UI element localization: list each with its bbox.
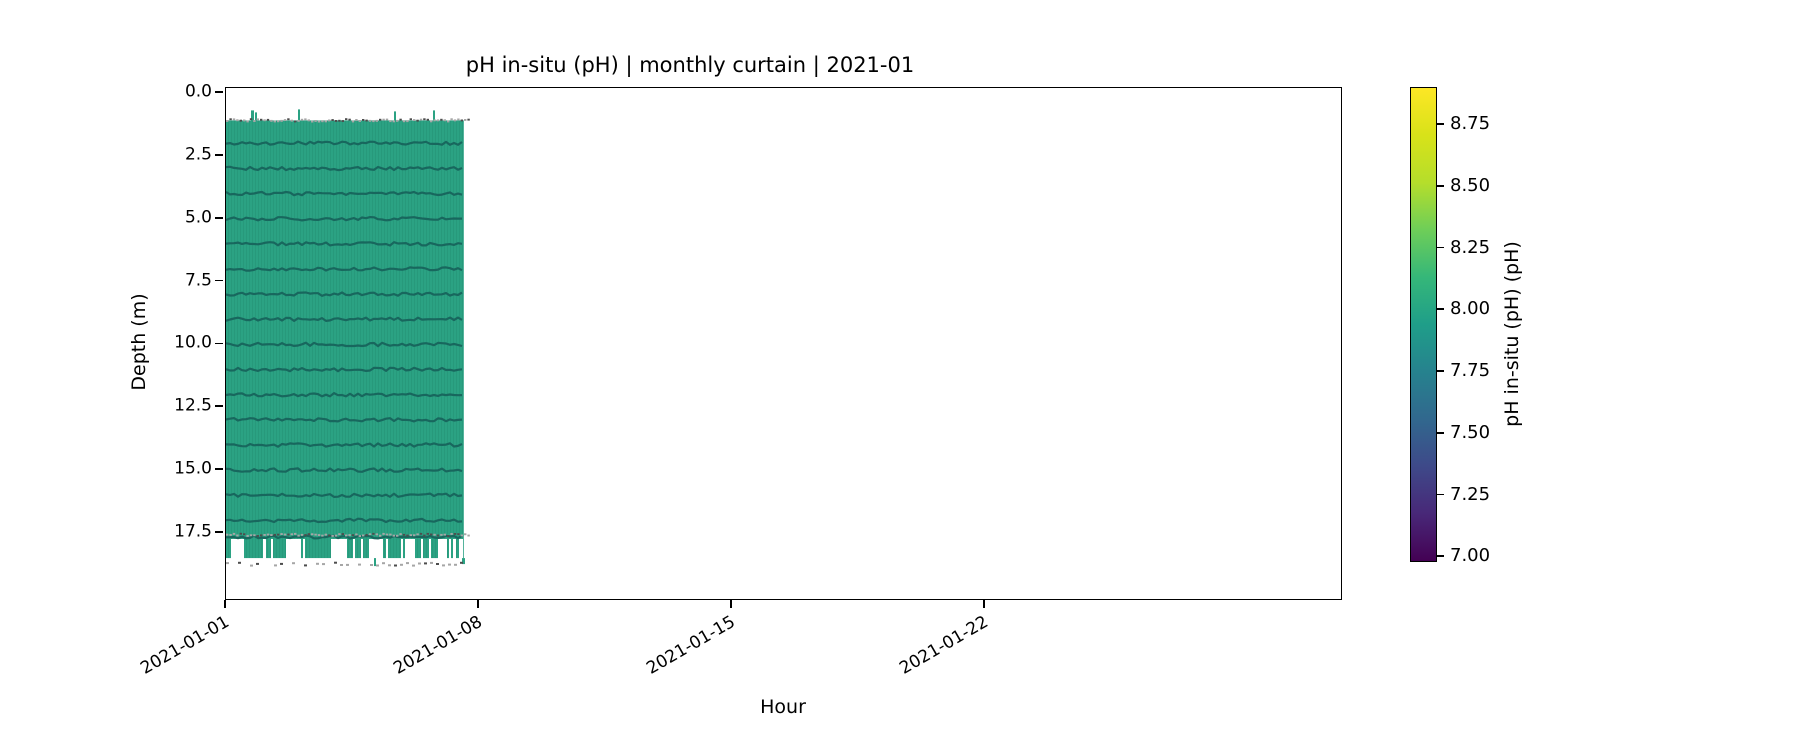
colorbar-gradient	[1411, 88, 1436, 561]
colorbar-tick	[1437, 308, 1444, 311]
colorbar-tick-label: 7.25	[1450, 483, 1491, 505]
x-tick-label: 2021-01-01	[137, 612, 233, 679]
y-tick	[215, 405, 223, 408]
colorbar-tick-label: 8.50	[1450, 174, 1491, 196]
colorbar-tick	[1437, 431, 1444, 434]
plot-area	[225, 87, 1342, 600]
y-axis-label: Depth (m)	[128, 293, 150, 391]
y-tick-label: 7.5	[184, 270, 212, 291]
colorbar-tick	[1437, 184, 1444, 187]
x-tick	[224, 600, 226, 608]
x-tick-label: 2021-01-15	[643, 612, 739, 679]
x-tick	[983, 600, 985, 608]
y-tick	[215, 342, 223, 345]
colorbar-tick	[1437, 493, 1444, 496]
x-tick-label: 2021-01-08	[390, 612, 486, 679]
colorbar-tick-label: 7.75	[1450, 360, 1491, 382]
y-tick-label: 10.0	[174, 332, 212, 353]
colorbar-label: pH in-situ (pH) (pH)	[1501, 241, 1523, 427]
colorbar-tick-label: 8.00	[1450, 298, 1491, 320]
y-tick	[215, 153, 223, 156]
x-axis-label: Hour	[760, 696, 806, 718]
y-tick	[215, 91, 223, 93]
y-tick	[215, 531, 223, 533]
y-tick-label: 12.5	[174, 395, 212, 416]
y-tick-label: 15.0	[174, 458, 212, 479]
colorbar-tick-label: 8.25	[1450, 236, 1491, 258]
chart-title: pH in-situ (pH) | monthly curtain | 2021…	[465, 53, 915, 77]
colorbar-tick	[1437, 370, 1444, 372]
colorbar	[1410, 87, 1437, 562]
x-tick	[730, 600, 732, 608]
y-tick-label: 17.5	[174, 521, 212, 542]
colorbar-tick-label: 7.50	[1450, 421, 1491, 443]
x-tick	[477, 600, 479, 608]
y-tick	[215, 279, 223, 282]
colorbar-tick	[1437, 555, 1444, 558]
y-tick-label: 5.0	[184, 207, 212, 228]
y-tick	[215, 468, 223, 470]
colorbar-tick-label: 8.75	[1450, 113, 1491, 135]
x-tick-label: 2021-01-22	[896, 612, 992, 679]
colorbar-tick	[1437, 246, 1444, 249]
colorbar-tick-label: 7.00	[1450, 545, 1491, 567]
curtain-data-svg	[226, 109, 470, 567]
y-tick-label: 0.0	[184, 81, 212, 102]
colorbar-tick	[1437, 123, 1444, 125]
y-tick	[215, 216, 223, 219]
y-tick-label: 2.5	[184, 144, 212, 165]
